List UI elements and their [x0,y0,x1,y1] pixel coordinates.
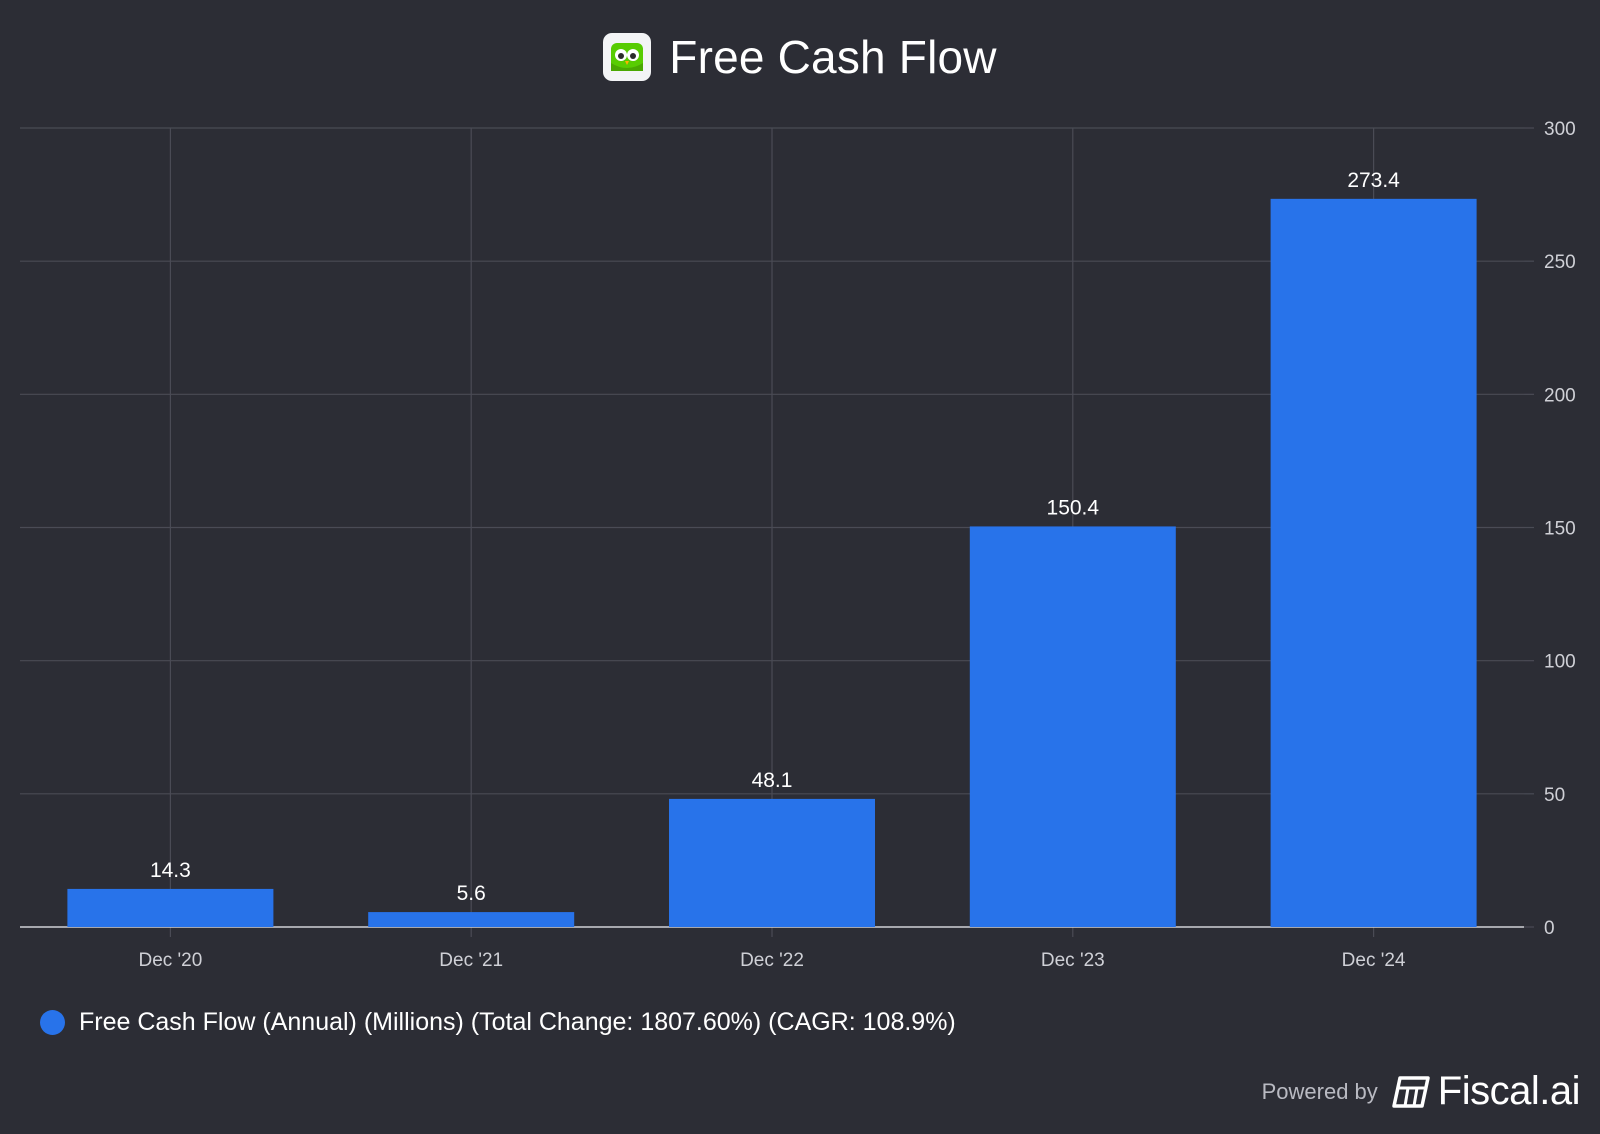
x-tick-label: Dec '24 [1342,950,1406,971]
chart-header: Free Cash Flow [0,30,1600,84]
legend-label: Free Cash Flow (Annual) (Millions) (Tota… [79,1008,956,1036]
x-tick-label: Dec '21 [439,950,503,971]
data-label: 273.4 [1347,169,1400,192]
legend[interactable]: Free Cash Flow (Annual) (Millions) (Tota… [40,1008,956,1037]
bar [969,526,1176,927]
bar [669,798,875,927]
y-tick-label: 150 [1544,519,1576,540]
data-label: 150.4 [1047,496,1100,519]
fiscal-logo-icon [1392,1075,1430,1108]
x-tick-label: Dec '20 [138,950,202,971]
data-label: 48.1 [752,769,793,792]
brand-name: Fiscal.ai [1437,1069,1581,1113]
chart-title: Free Cash Flow [669,31,997,83]
footer: Powered by Fiscal.ai [1261,1069,1581,1114]
y-tick-label: 200 [1544,385,1576,406]
y-tick-label: 50 [1544,785,1565,806]
data-label: 14.3 [150,859,191,882]
y-tick-label: 300 [1544,119,1576,140]
y-tick-label: 0 [1544,918,1555,939]
bar [368,912,575,927]
powered-by-text: Powered by [1261,1078,1378,1104]
x-tick-label: Dec '22 [740,950,804,971]
bar [67,888,274,927]
x-tick-label: Dec '23 [1041,950,1105,971]
owl-logo-icon [603,33,652,81]
bar [1270,198,1477,927]
legend-swatch [40,1010,65,1035]
y-tick-label: 100 [1544,652,1576,673]
data-label: 5.6 [457,882,486,905]
y-tick-label: 250 [1544,252,1576,273]
brand-logo[interactable]: Fiscal.ai [1390,1069,1581,1114]
